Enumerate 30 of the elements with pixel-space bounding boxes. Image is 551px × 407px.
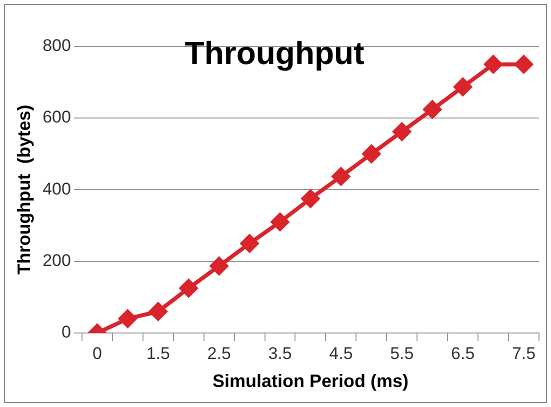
point: [301, 190, 320, 208]
point: [484, 55, 502, 74]
y-tick-label: 200: [42, 251, 71, 270]
x-tick-label: 2.5: [207, 344, 231, 363]
x-tick-label: 6.5: [451, 344, 475, 363]
point: [362, 144, 380, 163]
point: [149, 302, 168, 321]
y-tick-label: 400: [42, 179, 71, 198]
point: [454, 78, 472, 96]
point: [392, 122, 411, 141]
x-tick-label: 4.5: [329, 344, 353, 363]
x-tick-label: 0: [92, 344, 102, 363]
x-axis-title: Simulation Period (ms): [212, 371, 408, 392]
point: [514, 55, 533, 74]
x-tick-label: 7.5: [512, 344, 536, 363]
point: [118, 310, 137, 328]
y-tick-label: 0: [61, 322, 71, 342]
x-tick-label: 3.5: [268, 344, 292, 363]
y-axis-title: Throughput (bytes): [14, 104, 34, 275]
x-tick-label: 5.5: [390, 344, 414, 363]
y-tick-label: 600: [42, 108, 71, 127]
point: [240, 234, 259, 252]
point: [423, 100, 442, 118]
point: [180, 279, 198, 298]
x-tick-label: 1.5: [146, 344, 170, 363]
point: [210, 257, 228, 276]
point: [332, 167, 350, 186]
chart-title: Throughput: [184, 35, 365, 72]
point: [271, 212, 290, 231]
y-tick-label: 800: [42, 36, 71, 56]
